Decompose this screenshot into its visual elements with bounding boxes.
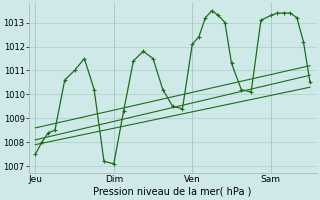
X-axis label: Pression niveau de la mer( hPa ): Pression niveau de la mer( hPa ) <box>93 187 252 197</box>
